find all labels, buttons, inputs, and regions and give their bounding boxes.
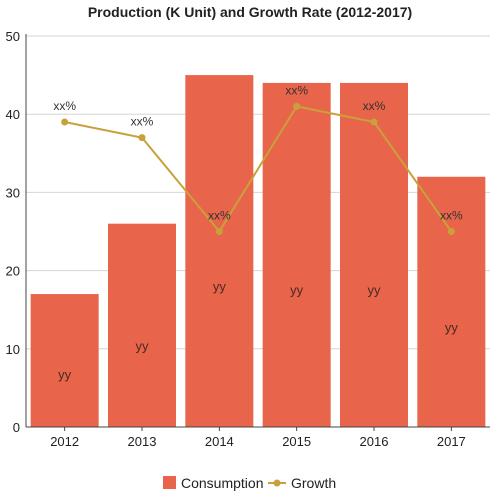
x-tick-label-2017: 2017 [437,434,466,449]
bar-2013 [108,223,176,427]
growth-point-2016 [370,118,378,126]
growth-point-label-2014: xx% [208,209,231,223]
legend-label-consumption: Consumption [181,475,264,491]
growth-point-label-2012: xx% [53,99,76,113]
bar-2016 [340,82,408,428]
grid [26,35,490,350]
x-tick-label-2014: 2014 [205,434,234,449]
x-tick-label-2013: 2013 [128,434,157,449]
y-tick-label-20: 20 [6,264,20,279]
bar-2014 [185,75,254,427]
growth-point-label-2015: xx% [285,83,308,97]
bar-2017 [417,176,486,427]
growth-line-group: xx% xx% xx% xx% xx% xx% [53,83,463,235]
growth-point-2017 [447,228,455,235]
growth-point-label-2017: xx% [440,209,463,223]
bar-value-label-2014: yy [213,279,227,294]
growth-point-2015 [293,102,301,110]
y-tick-label-0: 0 [13,420,20,435]
bar-value-label-2015: yy [290,282,304,297]
chart-title: Production (K Unit) and Growth Rate (201… [87,4,413,20]
axes-group: 0 10 20 30 40 50 2012 2013 2014 2015 2016 2017 [6,29,490,449]
growth-point-2012 [61,118,69,126]
y-tick-label-30: 30 [6,185,20,200]
bar-value-label-2016: yy [368,282,382,297]
legend-swatch-growth-marker [273,479,281,487]
bar-2015 [262,82,331,428]
bar-labels-group: yy yy yy yy yy yy [58,279,458,382]
y-tick-label-50: 50 [6,29,20,44]
legend[interactable]: Consumption Growth [163,475,336,491]
growth-point-2014 [215,228,223,235]
growth-point-label-2016: xx% [363,99,386,113]
y-tick-label-40: 40 [6,107,20,122]
legend-swatch-consumption [163,476,176,489]
y-tick-label-10: 10 [6,342,20,357]
bar-value-label-2012: yy [58,367,72,382]
growth-point-2013 [138,134,146,142]
bar-value-label-2017: yy [445,320,459,335]
growth-line [64,105,453,234]
x-tick-label-2012: 2012 [50,434,79,449]
x-tick-label-2015: 2015 [282,434,311,449]
bar-value-label-2013: yy [136,339,150,354]
bar-2012 [30,294,99,427]
x-tick-label-2016: 2016 [360,434,389,449]
bars-group [30,75,486,428]
growth-point-label-2013: xx% [131,115,154,129]
legend-label-growth: Growth [291,475,336,491]
